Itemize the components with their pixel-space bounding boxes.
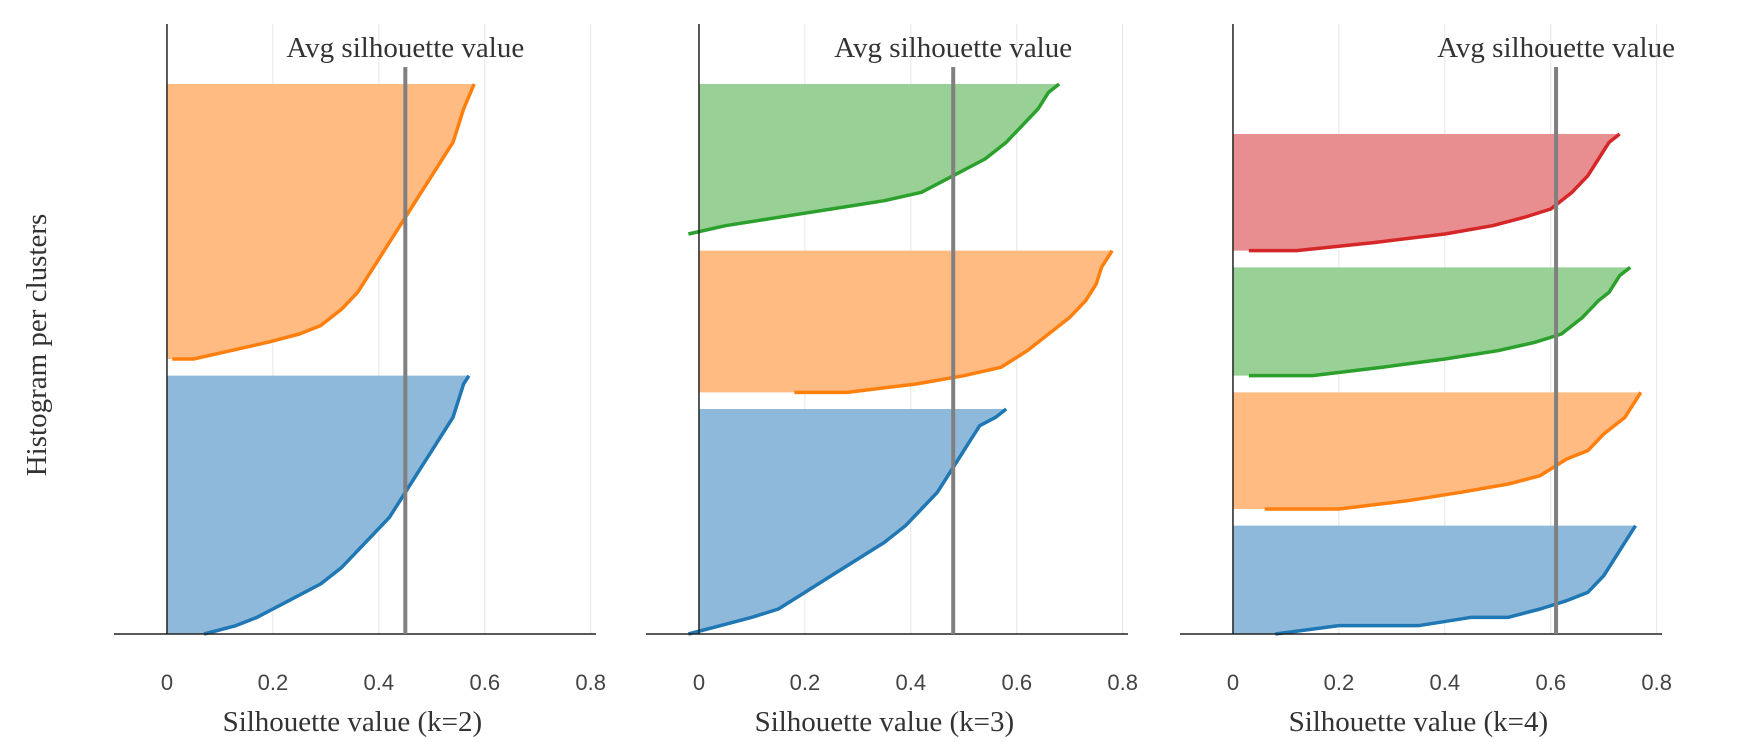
x-tick-label: 0.4 xyxy=(896,670,927,695)
x-tick-label: 0.8 xyxy=(1107,670,1138,695)
cluster-0-line xyxy=(687,407,1008,636)
x-tick-label: 0.8 xyxy=(1641,670,1672,695)
cluster-1-area xyxy=(698,250,1113,393)
avg-annotation: Avg silhouette value xyxy=(1437,32,1675,64)
cluster-0-area xyxy=(688,409,1007,634)
cluster-1-area xyxy=(1232,392,1641,509)
x-tick-label: 0 xyxy=(1227,670,1239,695)
x-tick-label: 0 xyxy=(161,670,173,695)
x-axis-title: Silhouette value (k=4) xyxy=(1289,706,1549,738)
cluster-3-area xyxy=(1232,134,1620,251)
cluster-2-area xyxy=(1232,267,1631,376)
avg-annotation: Avg silhouette value xyxy=(286,32,524,64)
x-tick-label: 0 xyxy=(693,670,705,695)
cluster-0-area xyxy=(1232,525,1636,634)
panel-k2: Avg silhouette value 0 0.2 0.4 0.6 0.8 Silhoue… xyxy=(114,24,606,738)
cluster-2-area xyxy=(688,84,1060,234)
avg-annotation: Avg silhouette value xyxy=(834,32,1072,64)
cluster-1-line xyxy=(172,83,476,361)
cluster-1-area xyxy=(166,84,475,359)
x-tick-label: 0.2 xyxy=(258,670,289,695)
x-axis-title: Silhouette value (k=3) xyxy=(755,706,1015,738)
cluster-1-line xyxy=(1264,391,1643,511)
cluster-0-line xyxy=(203,374,471,636)
cluster-3-line xyxy=(1248,132,1621,253)
x-tick-label: 0.4 xyxy=(364,670,395,695)
x-tick-label: 0.6 xyxy=(1535,670,1566,695)
x-tick-label: 0.6 xyxy=(469,670,500,695)
x-tick-label: 0.6 xyxy=(1001,670,1032,695)
cluster-1-line xyxy=(794,249,1114,395)
panel-k3: Avg silhouette value 0 0.2 0.4 0.6 0.8 Silhoue… xyxy=(646,24,1138,738)
panels: Avg silhouette value 0 0.2 0.4 0.6 0.8 Silhoue… xyxy=(114,24,1675,738)
x-tick-label: 0.2 xyxy=(790,670,821,695)
cluster-0-line xyxy=(1275,524,1637,636)
panel-k4: Avg silhouette value 0 0.2 0.4 0.6 0.8 Silhoue… xyxy=(1180,24,1675,738)
x-tick-label: 0.8 xyxy=(575,670,606,695)
x-tick-label: 0.2 xyxy=(1324,670,1355,695)
cluster-2-line xyxy=(1248,265,1632,378)
x-axis-title: Silhouette value (k=2) xyxy=(223,706,483,738)
x-tick-label: 0.4 xyxy=(1430,670,1461,695)
cluster-0-area xyxy=(166,375,469,634)
y-axis-title: Histogram per clusters xyxy=(21,214,53,477)
